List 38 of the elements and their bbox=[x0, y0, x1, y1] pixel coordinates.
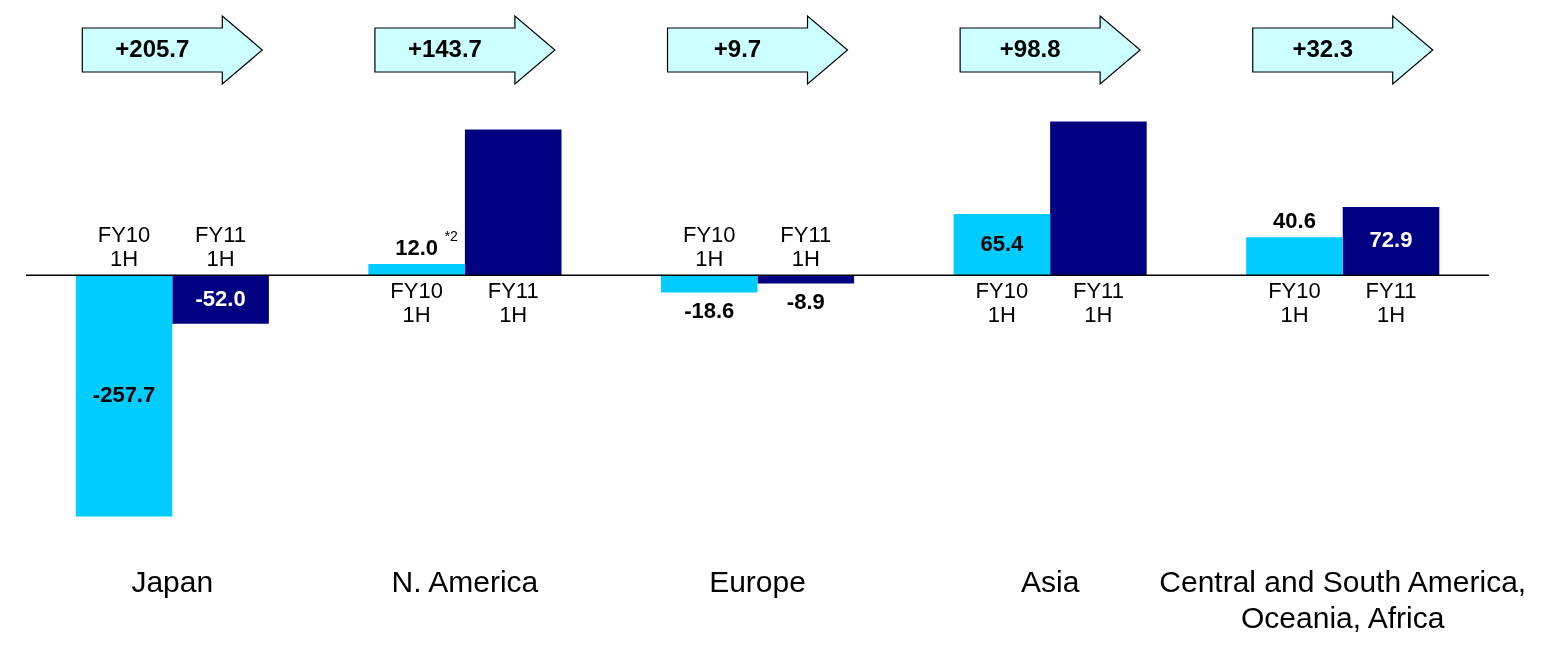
series-label: FY11 1H bbox=[487, 278, 539, 328]
data-label: -18.6 bbox=[684, 297, 735, 323]
bar bbox=[1246, 237, 1343, 276]
data-label: 40.6 bbox=[1273, 208, 1316, 234]
bar bbox=[757, 275, 855, 284]
text: +32.3 bbox=[1292, 34, 1354, 62]
text: +9.7 bbox=[713, 34, 762, 62]
text: FY10 1H bbox=[97, 222, 151, 272]
text: +205.7 bbox=[115, 34, 190, 62]
text: +98.8 bbox=[999, 34, 1061, 62]
text: FY10 1H bbox=[1268, 278, 1321, 328]
x-tick-label: N. America bbox=[391, 565, 539, 599]
data-label: 65.4 bbox=[980, 230, 1025, 256]
data-label: 12.0 bbox=[395, 235, 439, 261]
text: FY11 1H bbox=[195, 222, 247, 272]
text: +143.7 bbox=[407, 34, 482, 62]
bar bbox=[953, 213, 1051, 276]
bar bbox=[464, 129, 562, 276]
text: FY10 1H bbox=[975, 278, 1029, 328]
bar bbox=[1050, 121, 1147, 276]
bar bbox=[172, 275, 269, 324]
x-tick-label: Asia bbox=[1020, 565, 1080, 599]
x-tick-label: Japan bbox=[131, 565, 214, 599]
data-label: 72.9 bbox=[1369, 227, 1413, 253]
series-label: FY10 1H bbox=[390, 278, 443, 328]
text: FY11 1H bbox=[1072, 278, 1124, 328]
x-tick-label: Europe bbox=[709, 565, 806, 599]
data-label: -52.0 bbox=[195, 285, 246, 311]
x-tick-label: Central and South America, Oceania, Africa bbox=[1159, 565, 1527, 635]
text: FY11 1H bbox=[1365, 278, 1417, 328]
bar bbox=[660, 275, 758, 293]
bar bbox=[1342, 206, 1440, 276]
data-label: -257.7 bbox=[92, 381, 156, 407]
data-label: -8.9 bbox=[786, 288, 825, 314]
text: FY10 1H bbox=[682, 222, 736, 272]
text: FY11 1H bbox=[780, 222, 832, 272]
bar bbox=[75, 275, 173, 517]
annotation: *2 bbox=[444, 227, 459, 244]
